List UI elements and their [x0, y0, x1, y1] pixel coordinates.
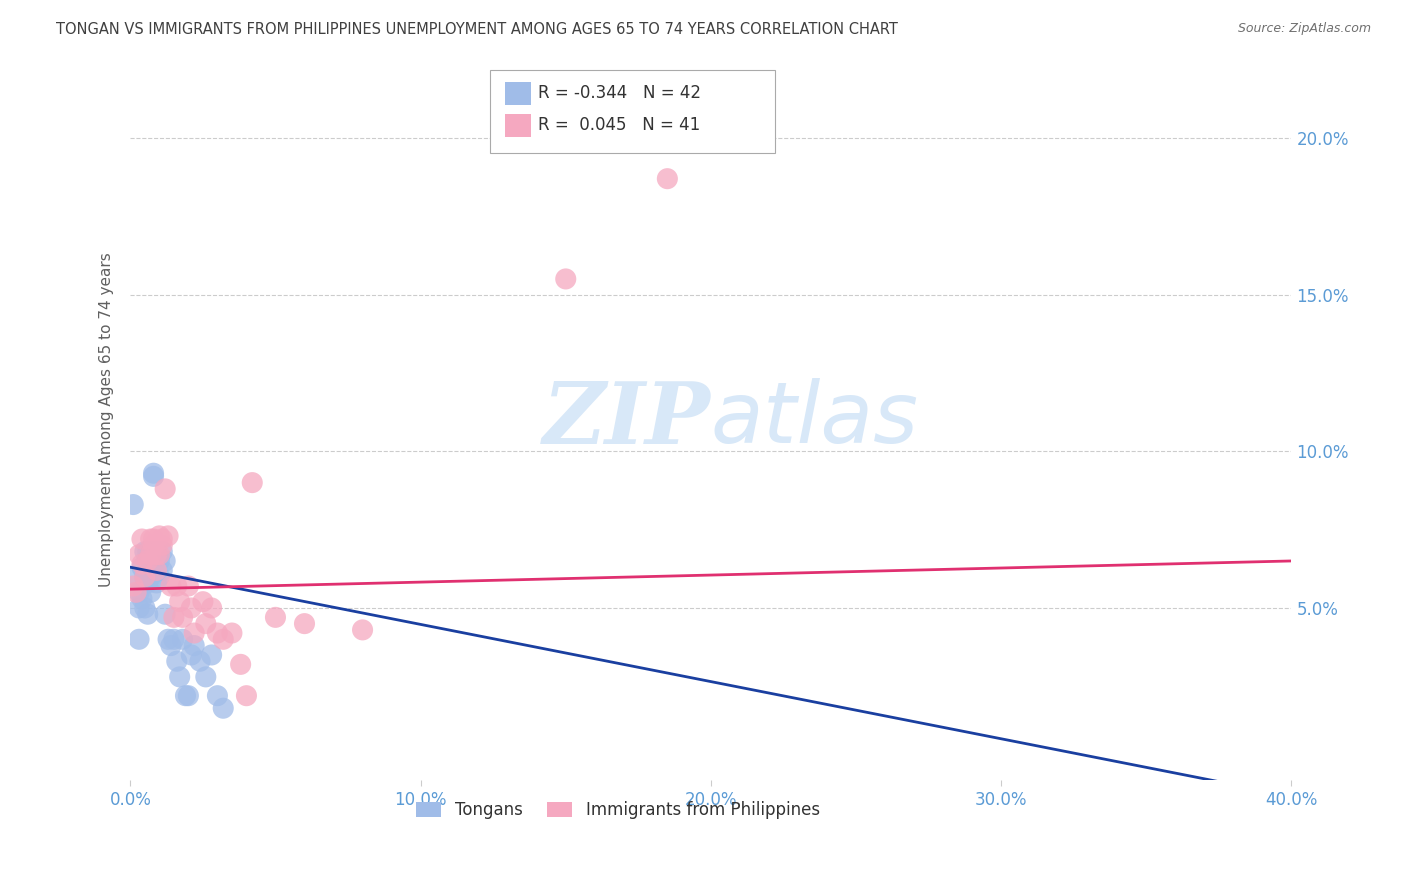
Text: atlas: atlas [711, 378, 920, 461]
Point [128, 632, 150, 647]
Point [136, 554, 159, 568]
Point [212, 632, 235, 647]
Text: ZIP: ZIP [543, 378, 711, 462]
Point [136, 544, 159, 558]
Point [172, 632, 194, 647]
Point [201, 601, 224, 615]
Point [166, 654, 188, 668]
Point [122, 498, 145, 512]
Point [139, 554, 162, 568]
Point [134, 601, 156, 615]
Point [201, 648, 224, 662]
Text: Source: ZipAtlas.com: Source: ZipAtlas.com [1237, 22, 1371, 36]
Text: R = -0.344   N = 42: R = -0.344 N = 42 [538, 85, 700, 103]
Point [125, 585, 148, 599]
Point [294, 616, 316, 631]
FancyBboxPatch shape [505, 113, 531, 136]
Point [229, 657, 252, 672]
Point [145, 563, 167, 577]
Point [160, 579, 183, 593]
Point [142, 532, 165, 546]
Point [169, 595, 191, 609]
Point [131, 557, 153, 571]
Point [235, 689, 257, 703]
Point [150, 538, 173, 552]
Point [221, 626, 243, 640]
Point [183, 639, 205, 653]
Point [145, 548, 167, 562]
Point [139, 569, 162, 583]
Point [240, 475, 263, 490]
Point [153, 607, 176, 622]
Point [128, 548, 150, 562]
Point [131, 532, 153, 546]
Legend: Tongans, Immigrants from Philippines: Tongans, Immigrants from Philippines [409, 795, 827, 826]
Text: R =  0.045   N = 41: R = 0.045 N = 41 [538, 116, 700, 134]
Point [180, 601, 202, 615]
Point [153, 554, 176, 568]
Point [139, 585, 162, 599]
Point [207, 626, 229, 640]
Point [148, 548, 170, 562]
Point [212, 701, 235, 715]
Point [352, 623, 374, 637]
FancyBboxPatch shape [505, 82, 531, 105]
Point [139, 532, 162, 546]
Point [207, 689, 229, 703]
Point [657, 171, 679, 186]
Point [128, 585, 150, 599]
Point [125, 569, 148, 583]
Point [554, 272, 576, 286]
Point [148, 569, 170, 583]
Point [131, 591, 153, 606]
Point [150, 544, 173, 558]
Point [142, 467, 165, 481]
Point [142, 469, 165, 483]
Point [148, 529, 170, 543]
Point [174, 689, 197, 703]
Point [177, 689, 200, 703]
Point [157, 632, 180, 647]
Point [148, 554, 170, 568]
Point [188, 654, 211, 668]
FancyBboxPatch shape [491, 70, 775, 153]
Point [194, 616, 217, 631]
Point [145, 544, 167, 558]
Point [145, 554, 167, 568]
Point [163, 632, 186, 647]
Point [142, 538, 165, 552]
Point [177, 579, 200, 593]
Point [157, 529, 180, 543]
Point [136, 607, 159, 622]
Point [134, 569, 156, 583]
Point [145, 575, 167, 590]
Y-axis label: Unemployment Among Ages 65 to 74 years: Unemployment Among Ages 65 to 74 years [100, 252, 114, 587]
Point [191, 595, 214, 609]
Point [180, 648, 202, 662]
Point [122, 579, 145, 593]
Point [194, 670, 217, 684]
Point [150, 563, 173, 577]
Point [160, 639, 183, 653]
Point [150, 532, 173, 546]
Point [163, 610, 186, 624]
Point [183, 626, 205, 640]
Point [134, 544, 156, 558]
Point [131, 560, 153, 574]
Point [172, 610, 194, 624]
Point [134, 569, 156, 583]
Text: TONGAN VS IMMIGRANTS FROM PHILIPPINES UNEMPLOYMENT AMONG AGES 65 TO 74 YEARS COR: TONGAN VS IMMIGRANTS FROM PHILIPPINES UN… [56, 22, 898, 37]
Point [166, 579, 188, 593]
Point [136, 575, 159, 590]
Point [139, 548, 162, 562]
Point [128, 601, 150, 615]
Point [264, 610, 287, 624]
Point [153, 482, 176, 496]
Point [169, 670, 191, 684]
